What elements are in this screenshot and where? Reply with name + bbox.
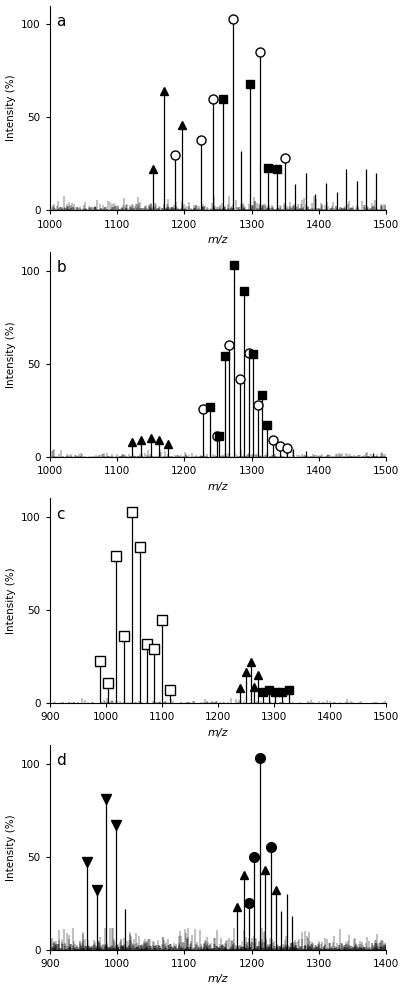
- X-axis label: m/z: m/z: [208, 728, 228, 738]
- X-axis label: m/z: m/z: [208, 974, 228, 984]
- Text: a: a: [56, 14, 66, 29]
- Text: d: d: [56, 753, 66, 768]
- Y-axis label: Intensity (%): Intensity (%): [6, 567, 15, 635]
- X-axis label: m/z: m/z: [208, 481, 228, 491]
- Text: b: b: [56, 260, 66, 275]
- Text: c: c: [56, 507, 65, 522]
- Y-axis label: Intensity (%): Intensity (%): [6, 321, 15, 388]
- Y-axis label: Intensity (%): Intensity (%): [6, 74, 15, 142]
- Y-axis label: Intensity (%): Intensity (%): [6, 814, 15, 881]
- X-axis label: m/z: m/z: [208, 235, 228, 246]
